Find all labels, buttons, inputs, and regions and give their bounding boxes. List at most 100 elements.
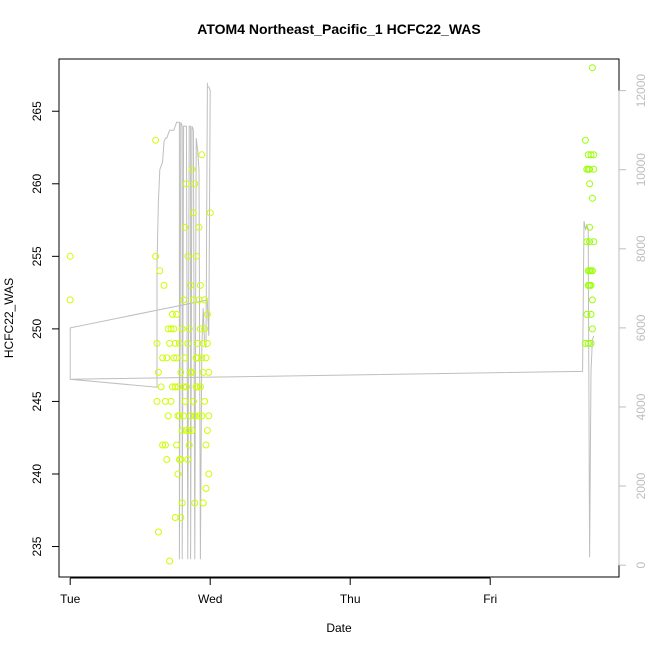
data-point <box>177 368 185 376</box>
data-point <box>586 238 594 246</box>
data-point <box>177 456 185 463</box>
data-point <box>588 267 596 275</box>
data-point <box>191 499 199 507</box>
data-point <box>153 397 161 405</box>
x-axis-label: Date <box>326 621 352 635</box>
altitude-line <box>69 82 595 560</box>
data-point <box>195 412 203 420</box>
data-point <box>154 368 162 376</box>
altitude-line-series <box>69 82 595 560</box>
data-point <box>196 383 204 391</box>
x-tick-label: Fri <box>483 592 497 606</box>
data-point <box>182 383 190 391</box>
data-point <box>583 238 591 246</box>
data-point <box>181 223 189 231</box>
data-point <box>153 339 161 347</box>
data-point <box>203 339 211 347</box>
data-point <box>152 252 160 260</box>
data-point <box>66 252 74 260</box>
y-tick-label: 260 <box>30 173 44 193</box>
data-point <box>587 151 595 159</box>
data-point <box>583 310 591 318</box>
y-tick-label: 245 <box>30 391 44 411</box>
data-point <box>588 64 596 72</box>
data-point <box>198 151 206 159</box>
data-point <box>163 354 171 362</box>
secondary-y-axis: 0 2000 4000 6000 8000 10000 12000 <box>618 74 648 568</box>
data-point <box>167 325 175 333</box>
data-point <box>159 354 167 362</box>
data-point <box>188 368 196 376</box>
data-point <box>185 325 193 333</box>
y-tick-label: 255 <box>30 246 44 266</box>
secondary-y-tick-label: 4000 <box>634 393 648 420</box>
data-point <box>164 412 172 420</box>
data-point <box>587 281 595 289</box>
data-point <box>175 412 183 420</box>
data-point <box>161 441 169 449</box>
data-point <box>160 281 168 289</box>
data-point <box>178 325 186 333</box>
data-point <box>178 427 186 434</box>
data-point <box>167 397 175 405</box>
y-tick-label: 235 <box>30 536 44 556</box>
data-point <box>191 412 199 420</box>
data-point <box>180 412 188 420</box>
data-point <box>205 368 213 376</box>
data-point <box>181 397 189 405</box>
data-point <box>173 310 181 318</box>
data-point <box>156 267 164 275</box>
y-tick-label: 250 <box>30 319 44 339</box>
data-point <box>588 296 596 304</box>
data-point <box>177 514 185 521</box>
y-axis-label: HCFC22_WAS <box>2 278 16 358</box>
x-tick-label: Wed <box>198 592 222 606</box>
data-point <box>170 354 178 362</box>
data-point <box>201 325 209 333</box>
data-point <box>199 499 207 507</box>
data-point <box>581 136 589 144</box>
data-point <box>194 383 202 391</box>
data-point <box>195 223 203 231</box>
data-point <box>174 470 182 478</box>
points-layer <box>66 64 598 565</box>
data-point <box>184 252 192 260</box>
data-point <box>152 136 160 144</box>
data-point <box>66 296 74 304</box>
data-point <box>586 223 594 231</box>
data-point <box>587 339 595 347</box>
data-point <box>185 427 193 434</box>
data-point <box>175 339 183 347</box>
data-point <box>178 499 186 507</box>
data-point <box>590 165 598 173</box>
data-point <box>586 165 594 173</box>
y-axis: 235 240 245 250 255 260 265 <box>30 101 60 557</box>
data-point <box>588 325 596 333</box>
data-point <box>588 194 596 202</box>
x-tick-label: Tue <box>60 592 81 606</box>
data-point <box>205 470 213 478</box>
data-point <box>187 281 195 289</box>
data-point <box>196 325 204 333</box>
secondary-y-tick-label: 10000 <box>634 153 648 187</box>
data-point <box>203 427 211 434</box>
data-point <box>184 339 192 347</box>
secondary-y-tick-label: 6000 <box>634 314 648 341</box>
x-tick-label: Thu <box>340 592 361 606</box>
data-point <box>590 238 598 246</box>
data-point <box>192 252 200 260</box>
data-point <box>206 209 214 217</box>
secondary-y-tick-label: 8000 <box>634 235 648 262</box>
y-tick-label: 240 <box>30 464 44 484</box>
data-point <box>191 180 199 188</box>
data-point <box>181 354 189 362</box>
data-point <box>590 151 598 159</box>
data-point <box>202 441 210 449</box>
data-point <box>180 383 188 391</box>
data-point <box>203 310 211 318</box>
data-point <box>196 281 204 289</box>
data-point <box>168 310 176 318</box>
data-point <box>188 165 196 173</box>
data-point <box>198 412 206 420</box>
data-point <box>205 412 213 420</box>
